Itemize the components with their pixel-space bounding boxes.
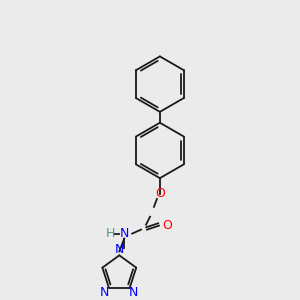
Text: N: N bbox=[120, 227, 129, 240]
Text: N: N bbox=[115, 243, 124, 256]
Text: N: N bbox=[129, 286, 138, 299]
Text: H: H bbox=[106, 227, 115, 240]
Text: O: O bbox=[162, 219, 172, 232]
Text: N: N bbox=[100, 286, 110, 299]
Text: O: O bbox=[155, 188, 165, 200]
